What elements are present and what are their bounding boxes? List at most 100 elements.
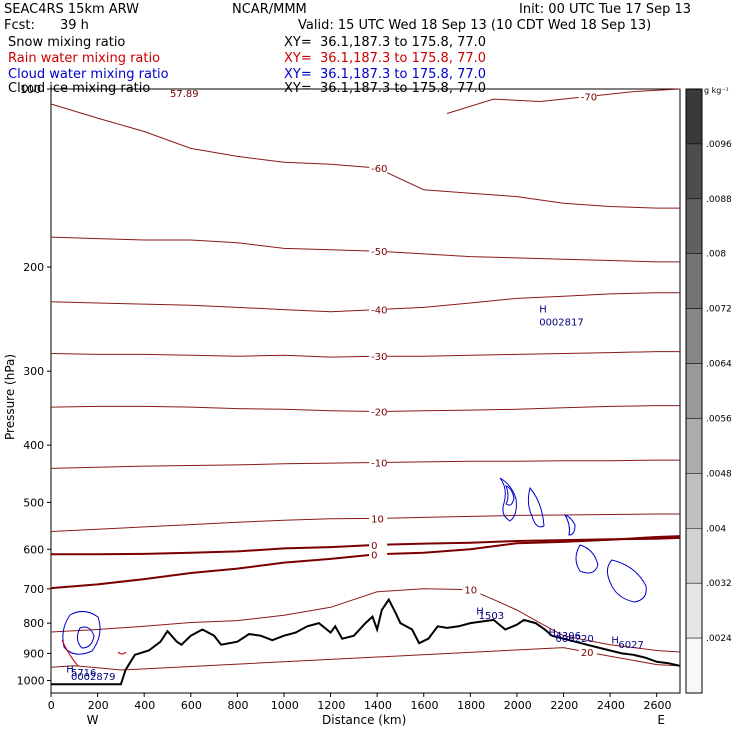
y-tick-label: 900 xyxy=(23,647,44,660)
colorbar-label: .0048 xyxy=(706,469,732,479)
temperature-contour-line xyxy=(50,351,680,358)
field-snow-xy: XY= 36.1,187.3 to 175.8, 77.0 xyxy=(284,35,487,50)
colorbar-unit: g kg⁻¹ xyxy=(704,86,729,95)
fcst-value: 39 h xyxy=(60,18,89,33)
max-annotation: H xyxy=(476,607,484,618)
contour-label: 20 xyxy=(581,648,594,659)
colorbar-label: .0096 xyxy=(706,140,732,150)
max-annotation: 000220 xyxy=(556,634,594,645)
cloud-water-blob xyxy=(505,485,515,506)
valid-time: Valid: 15 UTC Wed 18 Sep 13 (10 CDT Wed … xyxy=(298,18,652,33)
axes: 0 200 400 600 800 1000 1200 1400 1600 1800 2000 220… xyxy=(3,83,672,727)
contour-label: -30 xyxy=(371,352,387,363)
cloud-water-blob xyxy=(76,626,95,649)
colorbar-label: .0024 xyxy=(706,634,732,644)
temperature-contour-line xyxy=(50,459,680,469)
contour-label-bg xyxy=(578,90,597,103)
contour-label: -20 xyxy=(371,408,387,419)
max-annotation: H xyxy=(539,304,547,315)
x-tick-label: 1000 xyxy=(271,699,299,712)
east-label: E xyxy=(657,713,665,727)
temperature-contour-line xyxy=(50,236,680,263)
colorbar-segment xyxy=(685,363,703,419)
max-annotation: 5716 xyxy=(71,668,96,679)
temperature-contour-line xyxy=(51,536,681,556)
colorbar-segment xyxy=(685,528,703,584)
x-tick-label: 0 xyxy=(48,699,55,712)
colorbar-label: .0088 xyxy=(706,195,732,205)
contour-label-bg xyxy=(369,161,388,174)
max-annotation: H xyxy=(611,635,619,646)
cloud-water-contours xyxy=(61,477,647,667)
top-max-label: 57.89 xyxy=(170,89,199,100)
colorbar-label: .008 xyxy=(706,250,726,260)
contour-label-bg xyxy=(369,245,388,258)
max-annotation: 0002879 xyxy=(71,672,116,683)
max-annotation: 1503 xyxy=(479,611,504,622)
colorbar-segment xyxy=(685,582,703,639)
colorbar-label: .004 xyxy=(706,524,726,534)
x-tick-label: 1800 xyxy=(457,699,485,712)
y-tick-label: 300 xyxy=(23,365,44,378)
field-cloudwater-name: Cloud water mixing ratio xyxy=(8,67,169,82)
y-tick-label: 700 xyxy=(23,583,44,596)
contour-label-bg xyxy=(369,456,388,469)
x-axis-title: Distance (km) xyxy=(322,713,406,727)
contour-label-bg xyxy=(462,583,481,596)
x-tick-label: 1600 xyxy=(411,699,439,712)
y-tick-label: 500 xyxy=(23,496,44,509)
temperature-contour-line xyxy=(50,513,680,532)
colorbar-segment xyxy=(685,637,703,694)
fcst-label: Fcst: xyxy=(4,18,35,33)
contour-label: -50 xyxy=(371,247,387,258)
contour-label-bg xyxy=(369,350,388,363)
colorbar-segment xyxy=(685,253,703,309)
cloud-water-blob xyxy=(563,514,576,536)
y-tick-label: 400 xyxy=(23,439,44,452)
cloud-water-blob xyxy=(527,486,545,528)
contour-label: 0 xyxy=(371,541,377,552)
max-annotation: 6027 xyxy=(618,640,643,651)
colorbar-segment xyxy=(685,473,703,529)
colorbar-segment xyxy=(685,418,703,474)
contour-label: -70 xyxy=(581,93,597,104)
colorbar-label: .0064 xyxy=(706,360,732,370)
x-tick-label: 2400 xyxy=(597,699,625,712)
cloud-water-blob xyxy=(606,559,647,603)
contour-label: -10 xyxy=(371,458,387,469)
contour-label-bg xyxy=(369,548,388,561)
y-tick-label: 100 xyxy=(20,83,41,96)
temperature-contour-line xyxy=(50,103,680,209)
temperature-contour-line xyxy=(50,647,681,671)
max-annotation: H xyxy=(66,665,74,676)
temperature-contour-line xyxy=(50,405,680,413)
y-axis-title: Pressure (hPa) xyxy=(3,354,17,440)
cloud-water-blob xyxy=(575,544,599,574)
x-tick-label: 2200 xyxy=(550,699,578,712)
field-rain-xy: XY= 36.1,187.3 to 175.8, 77.0 xyxy=(284,51,487,66)
contour-label: 10 xyxy=(464,586,477,597)
x-tick-label: 400 xyxy=(134,699,155,712)
colorbar-label: .0072 xyxy=(706,305,732,315)
contour-label: 10 xyxy=(371,514,384,525)
colorbar: .0096 .0088 .008 .0072 .0064 .0056 .0048 .004 .0… xyxy=(685,86,732,694)
contour-label-bg xyxy=(369,405,388,418)
x-tick-label: 600 xyxy=(181,699,202,712)
org-label: NCAR/MMM xyxy=(232,2,307,17)
terrain-profile xyxy=(51,597,681,686)
max-annotation: 4306 xyxy=(556,631,581,642)
y-tick-label: 800 xyxy=(23,617,44,630)
max-annotation: H xyxy=(549,628,557,639)
max-annotation: 0002817 xyxy=(539,317,584,328)
temperature-contour-line xyxy=(50,292,680,313)
x-tick-label: 1400 xyxy=(364,699,392,712)
init-time: Init: 00 UTC Tue 17 Sep 13 xyxy=(519,2,692,17)
plot-frame xyxy=(50,88,681,694)
colorbar-label: .0032 xyxy=(706,579,732,589)
cloud-water-blob xyxy=(499,477,517,522)
temperature-contours: -70 -60 -50 -40 -30 -20 -10 10 00 10 20 xyxy=(50,88,681,671)
colorbar-frame xyxy=(685,88,703,694)
field-cloudwater-xy: XY= 36.1,187.3 to 175.8, 77.0 xyxy=(284,67,487,82)
